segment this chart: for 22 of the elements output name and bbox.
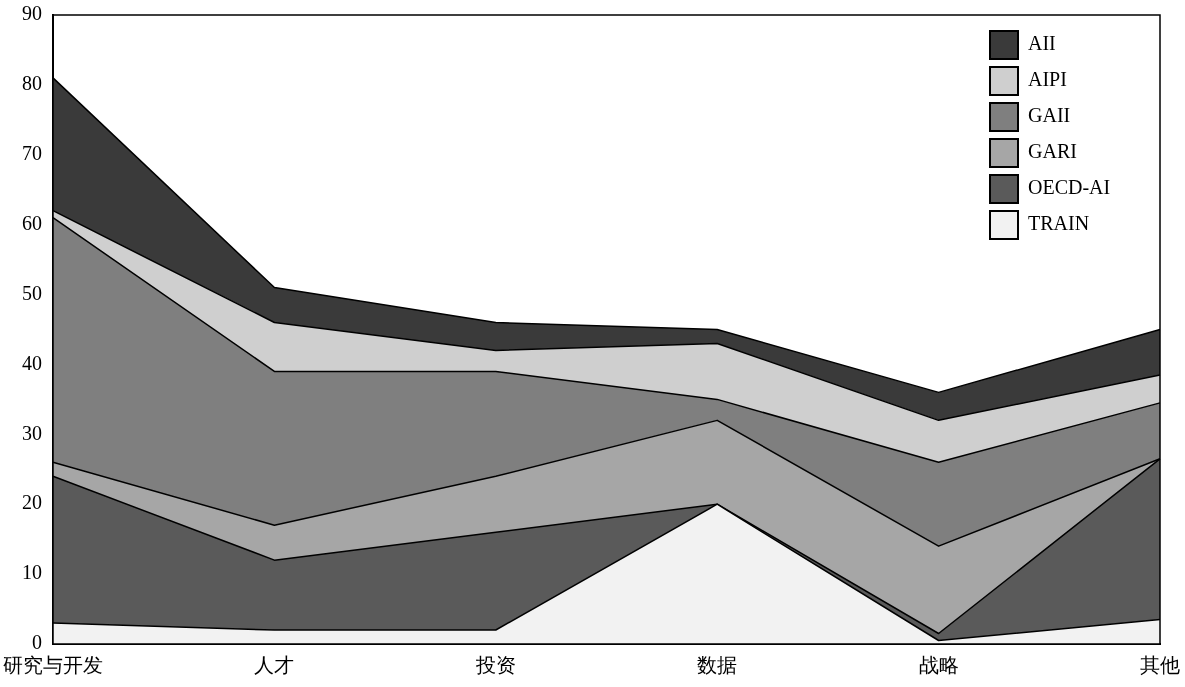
legend-label: AII xyxy=(1028,32,1056,55)
legend-label: GARI xyxy=(1028,140,1077,163)
x-tick-label: 数据 xyxy=(697,654,738,677)
legend-label: GAII xyxy=(1028,104,1071,127)
y-tick-label: 0 xyxy=(32,631,42,654)
y-tick-label: 30 xyxy=(22,421,42,444)
legend-label: OECD-AI xyxy=(1028,176,1111,199)
x-tick-label: 战略 xyxy=(918,654,959,677)
y-tick-label: 20 xyxy=(22,491,42,514)
x-tick-label: 其他 xyxy=(1140,654,1180,677)
x-tick-label: 研究与开发 xyxy=(3,654,103,677)
y-tick-label: 80 xyxy=(22,72,42,95)
legend-label: AIPI xyxy=(1028,68,1067,91)
y-tick-label: 70 xyxy=(22,142,42,165)
y-tick-label: 50 xyxy=(22,281,42,304)
y-tick-label: 10 xyxy=(22,561,42,584)
x-tick-label: 投资 xyxy=(474,654,516,677)
y-tick-label: 90 xyxy=(22,2,42,25)
legend-label: TRAIN xyxy=(1028,212,1090,235)
y-tick-label: 60 xyxy=(22,211,42,234)
y-tick-label: 40 xyxy=(22,351,42,374)
x-tick-label: 人才 xyxy=(254,654,295,677)
